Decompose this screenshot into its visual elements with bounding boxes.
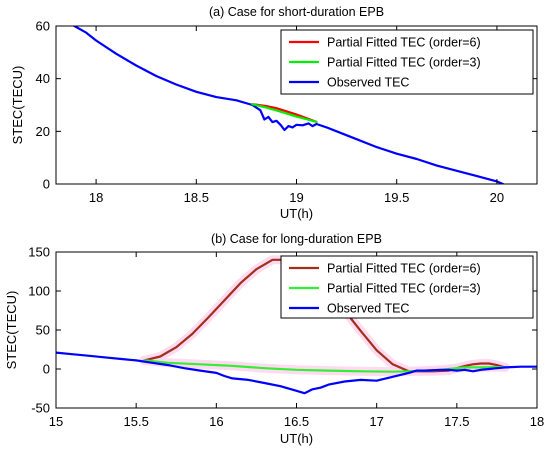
panel-b: 15 15.5 16 16.5 17 17.5 18 -50 0 50 100 150 (b) Case…	[4, 232, 544, 446]
y-axis-label: STEC(TECU)	[4, 291, 19, 370]
y-tick-label: 50	[36, 323, 50, 338]
y-tick-label: 40	[36, 71, 50, 86]
y-tick-label: 20	[36, 124, 50, 139]
series-group	[72, 26, 504, 184]
legend: Partial Fitted TEC (order=6) Partial Fitt…	[280, 29, 534, 95]
y-tick-label: 150	[28, 245, 50, 260]
legend-label: Partial Fitted TEC (order=6)	[327, 262, 481, 276]
legend-label: Observed TEC	[327, 76, 409, 90]
chart-title: (a) Case for short-duration EPB	[209, 5, 384, 19]
x-axis-label: UT(h)	[280, 206, 313, 221]
legend-box	[280, 255, 534, 319]
series-line-3	[56, 351, 537, 395]
series-line-2	[251, 103, 318, 124]
x-tick-label: 20	[490, 190, 504, 205]
x-tick-label: 18.5	[184, 190, 209, 205]
panel-a: 18 18.5 19 19.5 20 0 20 40 60 (a) Case for short-…	[10, 5, 538, 221]
x-tick-label: 17	[369, 414, 383, 429]
legend: Partial Fitted TEC (order=6) Partial Fitt…	[280, 255, 534, 319]
x-tick-label: 16	[209, 414, 223, 429]
legend-label: Partial Fitted TEC (order=6)	[327, 36, 481, 50]
series-group	[56, 255, 537, 395]
legend-label: Observed TEC	[327, 302, 409, 316]
y-tick-label: 100	[28, 284, 50, 299]
series-line-1	[143, 258, 506, 373]
y-tick-label: 0	[43, 177, 50, 192]
x-tick-label: 15.5	[124, 414, 149, 429]
x-tick-label: 15	[49, 414, 63, 429]
x-tick-label: 19.5	[384, 190, 409, 205]
x-tick-label: 19	[289, 190, 303, 205]
x-tick-label: 16.5	[284, 414, 309, 429]
x-tick-label: 18	[89, 190, 103, 205]
x-tick-label: 17.5	[444, 414, 469, 429]
series-line-2	[143, 359, 506, 373]
y-tick-label: 60	[36, 19, 50, 34]
y-tick-label: 0	[43, 362, 50, 377]
legend-label: Partial Fitted TEC (order=3)	[327, 56, 481, 70]
x-axis-label: UT(h)	[280, 431, 313, 446]
legend-label: Partial Fitted TEC (order=3)	[327, 282, 481, 296]
legend-box	[280, 29, 534, 95]
series-line-3	[72, 26, 504, 184]
x-tick-label: 18	[530, 414, 544, 429]
y-tick-label: -50	[31, 401, 50, 416]
chart-title: (b) Case for long-duration EPB	[211, 232, 382, 246]
y-axis-label: STEC(TECU)	[10, 66, 25, 145]
